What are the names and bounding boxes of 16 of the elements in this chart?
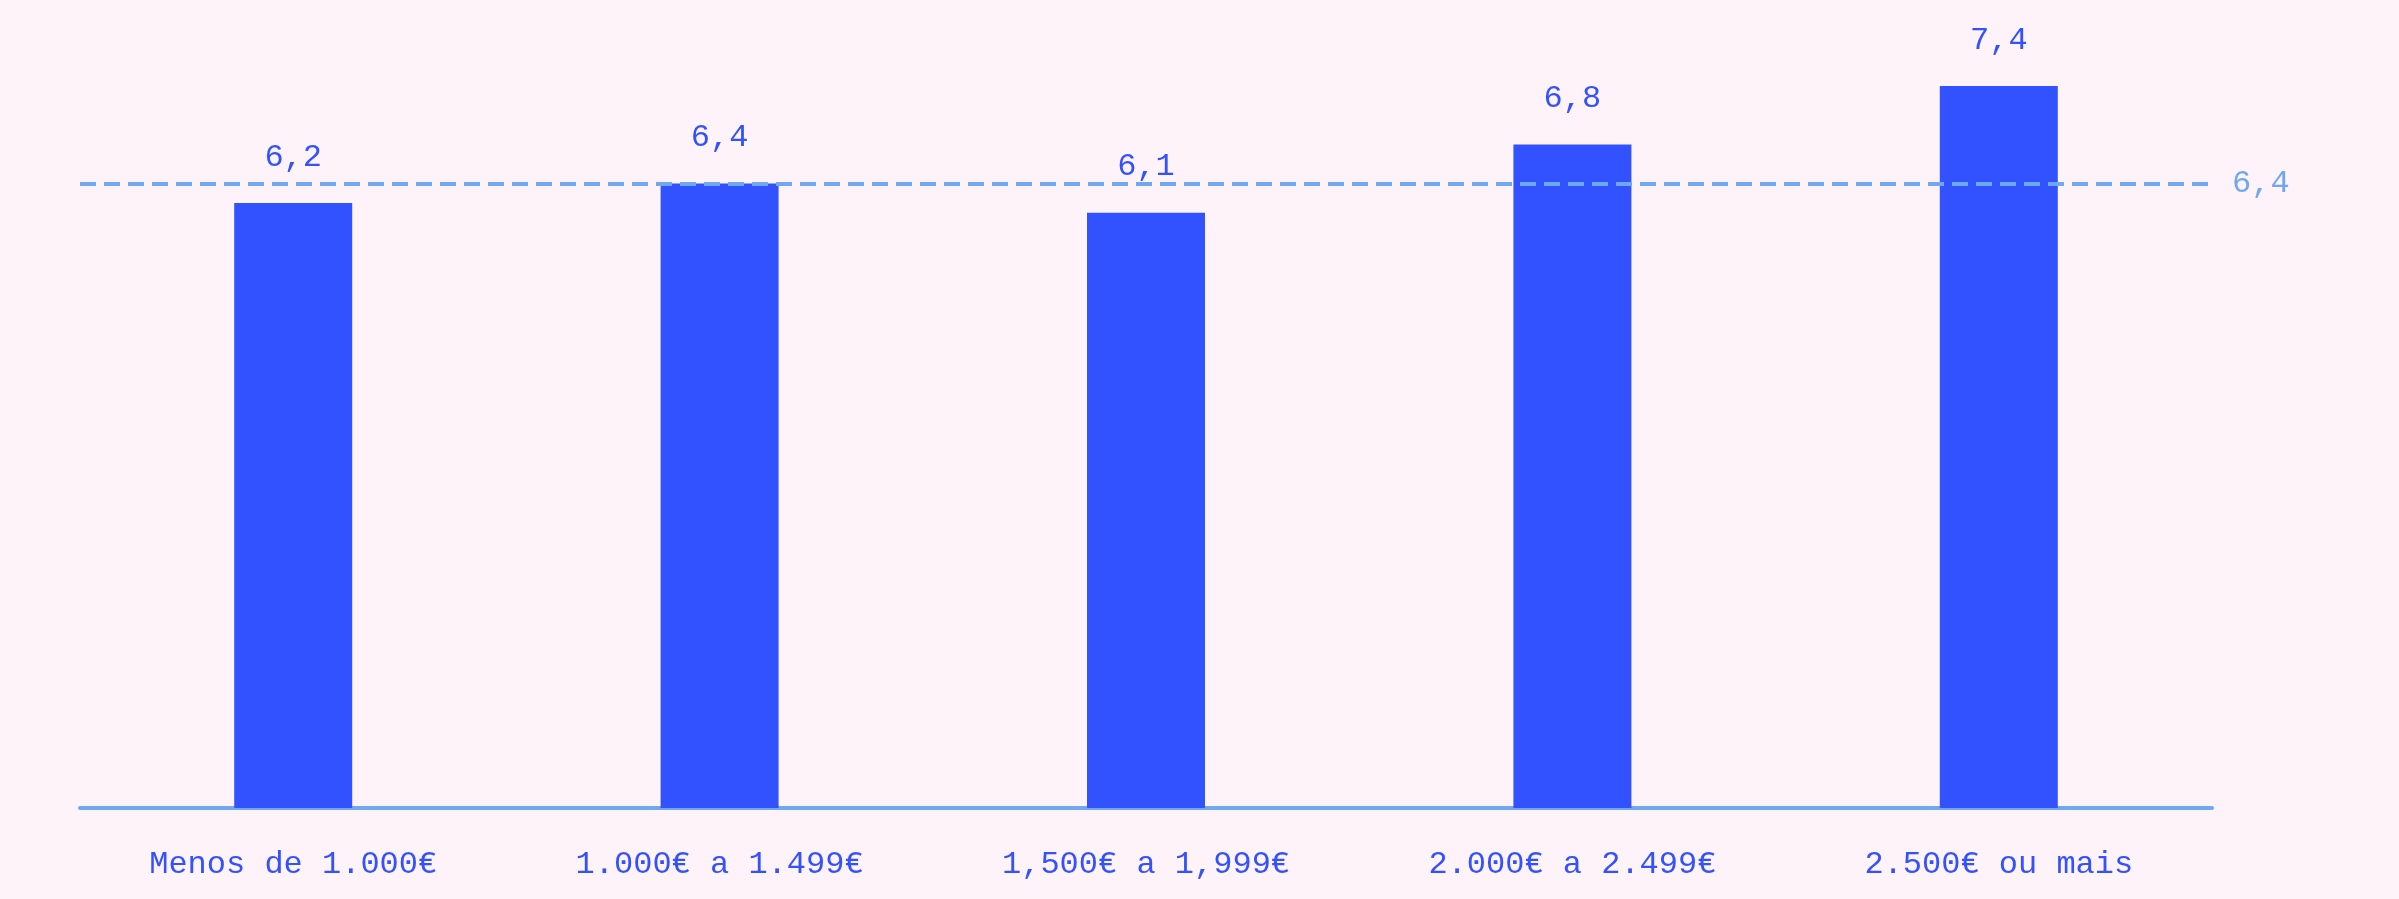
bar [1939, 86, 2058, 808]
data-label: 6,8 [1543, 80, 1602, 118]
x-tick-label: Menos de 1.000€ [149, 845, 438, 883]
x-tick-label: 1.000€ a 1.499€ [575, 845, 864, 883]
data-label: 7,4 [1970, 21, 2028, 59]
data-label: 6,4 [690, 119, 749, 157]
bar [660, 183, 779, 808]
bar [1513, 144, 1632, 808]
x-tick-label: 2.500€ ou mais [1864, 845, 2134, 883]
x-tick-label: 2.000€ a 2.499€ [1428, 845, 1717, 883]
data-label: 6,1 [1117, 148, 1175, 186]
ref-line-label: 6,4 [2232, 165, 2290, 203]
data-label: 6,2 [264, 138, 322, 176]
bar [234, 203, 353, 808]
x-tick-label: 1,500€ a 1,999€ [1001, 845, 1291, 883]
bar [1087, 212, 1205, 808]
